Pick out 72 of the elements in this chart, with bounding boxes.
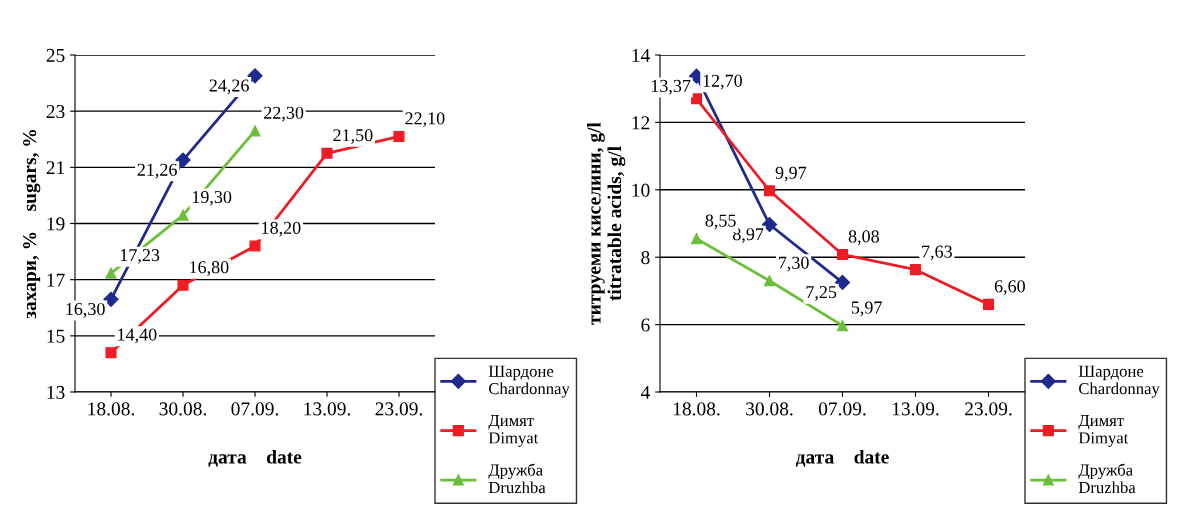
point bbox=[909, 264, 922, 276]
point bbox=[249, 240, 261, 252]
x-tick-label: 13.09. bbox=[892, 402, 939, 416]
y-tick-label: 14 bbox=[632, 48, 650, 62]
data-label: 7,63 bbox=[922, 245, 952, 261]
point bbox=[105, 347, 117, 359]
y-tick-label: 10 bbox=[632, 183, 650, 197]
x-tick-label: 13.09. bbox=[304, 402, 351, 416]
legend-label: Шардоне Chardonnay bbox=[1078, 365, 1160, 398]
y-axis-title: захари, % sugars, % bbox=[23, 130, 41, 319]
y-tick-label: 23 bbox=[46, 105, 65, 119]
x-tick-label: 07.09. bbox=[231, 402, 279, 416]
data-label: 19,30 bbox=[192, 190, 232, 206]
data-label: 24,26 bbox=[209, 79, 249, 95]
x-tick-label: 18.08. bbox=[88, 402, 135, 416]
y-tick-label: 25 bbox=[46, 48, 65, 62]
y-tick-label: 13 bbox=[47, 385, 65, 399]
x-tick-label: 07.09. bbox=[818, 402, 866, 416]
point bbox=[836, 248, 849, 261]
data-label: 8,08 bbox=[848, 230, 879, 246]
point bbox=[247, 68, 263, 84]
y-tick-label: 6 bbox=[641, 318, 650, 332]
x-tick-label: 18.08. bbox=[673, 402, 720, 416]
y-tick-label: 21 bbox=[46, 161, 65, 175]
data-label: 14,40 bbox=[118, 328, 157, 344]
data-label: 16,30 bbox=[66, 302, 105, 318]
legend-label: Димят Dimyat bbox=[488, 414, 539, 447]
x-tick-label: 23.09. bbox=[965, 402, 1012, 416]
x-axis-title: дата date bbox=[208, 449, 302, 467]
point bbox=[249, 125, 261, 137]
data-label: 8,55 bbox=[705, 214, 736, 230]
data-label: 16,80 bbox=[190, 261, 229, 276]
data-label: 7,30 bbox=[779, 256, 809, 272]
data-label: 21,26 bbox=[137, 163, 177, 179]
data-label: 22,30 bbox=[264, 106, 304, 122]
y-tick-label: 19 bbox=[47, 217, 65, 231]
data-label: 17,23 bbox=[120, 249, 160, 264]
point bbox=[321, 147, 333, 159]
point bbox=[177, 279, 189, 291]
point bbox=[982, 298, 995, 310]
data-label: 18,20 bbox=[262, 221, 301, 237]
point bbox=[690, 93, 703, 105]
y-tick-label: 12 bbox=[632, 116, 650, 130]
data-label: 13,37 bbox=[651, 79, 691, 95]
legend-label: Шардоне Chardonnay bbox=[488, 365, 570, 398]
y-tick-label: 17 bbox=[47, 273, 65, 287]
x-tick-label: 23.09. bbox=[375, 402, 423, 416]
point bbox=[763, 275, 776, 287]
y-axis-title: титруеми киселини, g/l titratable acids, g/l bbox=[587, 122, 626, 325]
x-tick-label: 30.08. bbox=[746, 402, 793, 416]
data-label: 6,60 bbox=[994, 280, 1025, 295]
point bbox=[690, 233, 703, 245]
data-label: 5,97 bbox=[851, 301, 882, 317]
x-axis-title: дата date bbox=[795, 449, 889, 467]
point bbox=[763, 185, 776, 197]
point bbox=[836, 320, 849, 332]
point bbox=[103, 291, 119, 307]
legend-label: Дружба Druzhba bbox=[1078, 463, 1136, 494]
point bbox=[177, 209, 189, 221]
data-label: 7,25 bbox=[806, 286, 837, 301]
data-label: 22,10 bbox=[405, 112, 445, 128]
legend-label: Дружба Druzhba bbox=[488, 463, 546, 494]
data-label: 21,50 bbox=[333, 129, 373, 144]
y-tick-label: 15 bbox=[47, 329, 65, 343]
y-tick-label: 8 bbox=[641, 251, 650, 265]
point bbox=[105, 267, 117, 279]
y-tick-label: 4 bbox=[640, 385, 650, 399]
data-label: 9,97 bbox=[775, 166, 807, 182]
data-label: 12,70 bbox=[703, 74, 742, 90]
x-tick-label: 30.08. bbox=[159, 402, 207, 416]
point bbox=[393, 130, 405, 142]
legend-label: Димят Dimyat bbox=[1078, 414, 1129, 447]
